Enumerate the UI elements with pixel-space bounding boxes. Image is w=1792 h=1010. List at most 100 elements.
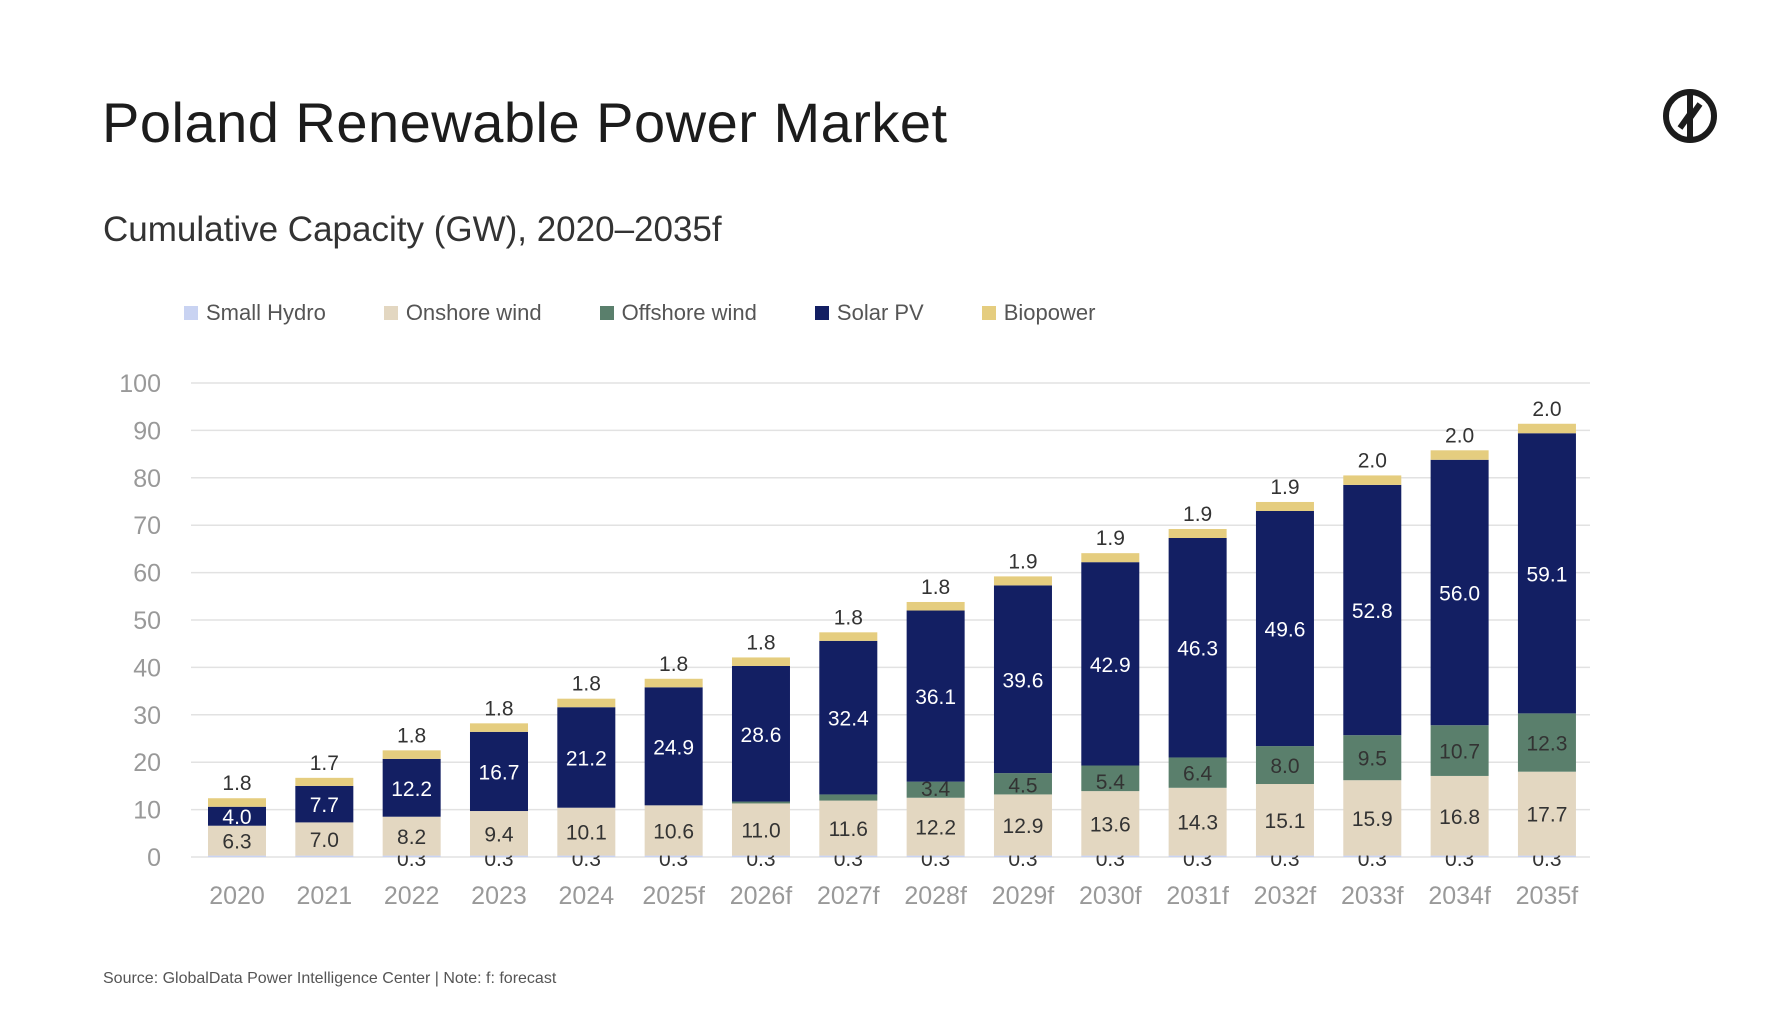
bar-segment-solar-pv <box>1430 459 1489 726</box>
bar-segment-onshore-wind <box>208 825 266 856</box>
bar-segment-small-hydro <box>1430 855 1489 857</box>
bar-segment-small-hydro <box>382 855 441 857</box>
y-tick-label: 10 <box>133 797 161 825</box>
bar-segment-small-hydro <box>208 855 266 857</box>
data-label: 10.6 <box>653 820 694 843</box>
bar-segment-onshore-wind <box>295 822 354 856</box>
bar-segment-offshore-wind <box>1430 725 1489 776</box>
bar-segment-onshore-wind <box>1430 775 1489 856</box>
bar-segment-solar-pv <box>906 610 965 782</box>
data-label: 1.9 <box>1096 527 1125 550</box>
bar-segment-biopower <box>382 750 441 759</box>
legend-label: Offshore wind <box>621 300 757 325</box>
bar-segment-solar-pv <box>295 785 354 823</box>
bar-segment-offshore-wind <box>1081 765 1140 792</box>
x-tick-label: 2035f <box>1516 882 1579 910</box>
x-tick-label: 2025f <box>642 882 705 910</box>
legend-label: Solar PV <box>836 300 924 325</box>
data-label: 7.0 <box>310 829 339 852</box>
legend-label: Small Hydro <box>206 300 326 325</box>
bar-segment-offshore-wind <box>1517 713 1576 772</box>
x-tick-label: 2022 <box>384 882 440 910</box>
bar-segment-solar-pv <box>1081 562 1140 766</box>
data-label: 16.8 <box>1439 806 1480 829</box>
chart-subtitle: Cumulative Capacity (GW), 2020–2035f <box>103 210 722 249</box>
bar-segment-onshore-wind <box>469 811 528 856</box>
data-label: 2.0 <box>1445 424 1474 447</box>
bar-segment-onshore-wind <box>1255 784 1314 856</box>
data-label: 12.9 <box>1003 815 1044 838</box>
bar-segment-biopower <box>1517 423 1576 434</box>
data-label: 12.3 <box>1527 733 1568 756</box>
data-label: 24.9 <box>653 736 694 759</box>
data-label: 13.6 <box>1090 813 1131 836</box>
y-tick-label: 70 <box>133 512 161 540</box>
bar-segment-biopower <box>731 657 790 666</box>
y-tick-label: 60 <box>133 560 161 588</box>
x-tick-label: 2031f <box>1166 882 1229 910</box>
legend-swatch <box>184 306 198 320</box>
bar-segment-small-hydro <box>1255 855 1314 857</box>
bar-segment-solar-pv <box>731 665 790 802</box>
legend-item: Solar PV <box>814 300 924 326</box>
data-label: 1.9 <box>1183 503 1212 526</box>
bar-segment-offshore-wind <box>819 794 878 801</box>
data-label: 10.7 <box>1439 741 1480 764</box>
bar-segment-small-hydro <box>557 855 616 857</box>
legend-label: Onshore wind <box>405 300 542 325</box>
y-tick-label: 50 <box>133 607 161 635</box>
data-label: 16.7 <box>479 761 520 784</box>
bar-segment-solar-pv <box>469 731 528 812</box>
bar-segment-biopower <box>469 723 528 732</box>
bar-segment-small-hydro <box>469 855 528 857</box>
page-title: Poland Renewable Power Market <box>102 91 948 154</box>
bar-segment-biopower <box>993 576 1052 586</box>
bar-segment-biopower <box>644 678 703 688</box>
bar-segment-biopower <box>295 777 354 786</box>
bar-segment-small-hydro <box>1517 855 1576 857</box>
bar-segment-onshore-wind <box>906 797 965 856</box>
data-label: 15.1 <box>1265 810 1306 833</box>
data-label: 14.3 <box>1177 812 1218 835</box>
bar-segment-onshore-wind <box>1343 780 1402 856</box>
bar-segment-onshore-wind <box>1517 771 1576 856</box>
data-label: 9.4 <box>484 823 514 846</box>
bar-segment-biopower <box>1255 501 1314 511</box>
bar-segment-small-hydro <box>644 855 703 857</box>
legend-item: Biopower <box>981 300 1095 326</box>
bar-segment-small-hydro <box>993 855 1052 857</box>
x-tick-label: 2034f <box>1428 882 1491 910</box>
data-label: 49.6 <box>1265 619 1306 642</box>
bar-segment-biopower <box>1168 528 1227 538</box>
data-label: 11.6 <box>829 818 868 841</box>
bar-segment-small-hydro <box>1081 855 1140 857</box>
bar-segment-solar-pv <box>1255 510 1314 747</box>
bar-segment-onshore-wind <box>819 800 878 856</box>
bar-segment-solar-pv <box>819 640 878 795</box>
legend-item: Small Hydro <box>184 300 326 326</box>
bar-segment-biopower <box>906 601 965 611</box>
bar-segment-onshore-wind <box>557 807 616 856</box>
bar-segment-small-hydro <box>295 855 354 857</box>
legend-swatch <box>814 306 829 320</box>
x-tick-label: 2033f <box>1341 882 1404 910</box>
legend-swatch <box>383 306 398 320</box>
x-tick-label: 2026f <box>730 882 793 910</box>
source-note: Source: GlobalData Power Intelligence Ce… <box>103 970 557 987</box>
data-label: 7.7 <box>310 794 339 817</box>
data-label: 1.7 <box>310 752 339 775</box>
bar-segment-onshore-wind <box>993 794 1052 856</box>
data-label: 5.4 <box>1096 771 1126 794</box>
data-label: 1.8 <box>484 697 513 720</box>
data-label: 1.8 <box>746 631 775 654</box>
data-label: 11.0 <box>741 820 780 843</box>
bar-segment-onshore-wind <box>382 816 441 856</box>
data-label: 46.3 <box>1177 638 1218 661</box>
bar-segment-solar-pv <box>1517 433 1576 714</box>
data-label: 39.6 <box>1003 669 1044 692</box>
bar-segment-solar-pv <box>382 758 441 817</box>
x-tick-label: 2023 <box>471 882 527 910</box>
bar-segment-onshore-wind <box>644 805 703 856</box>
y-tick-label: 0 <box>147 844 161 872</box>
x-tick-label: 2030f <box>1079 882 1142 910</box>
